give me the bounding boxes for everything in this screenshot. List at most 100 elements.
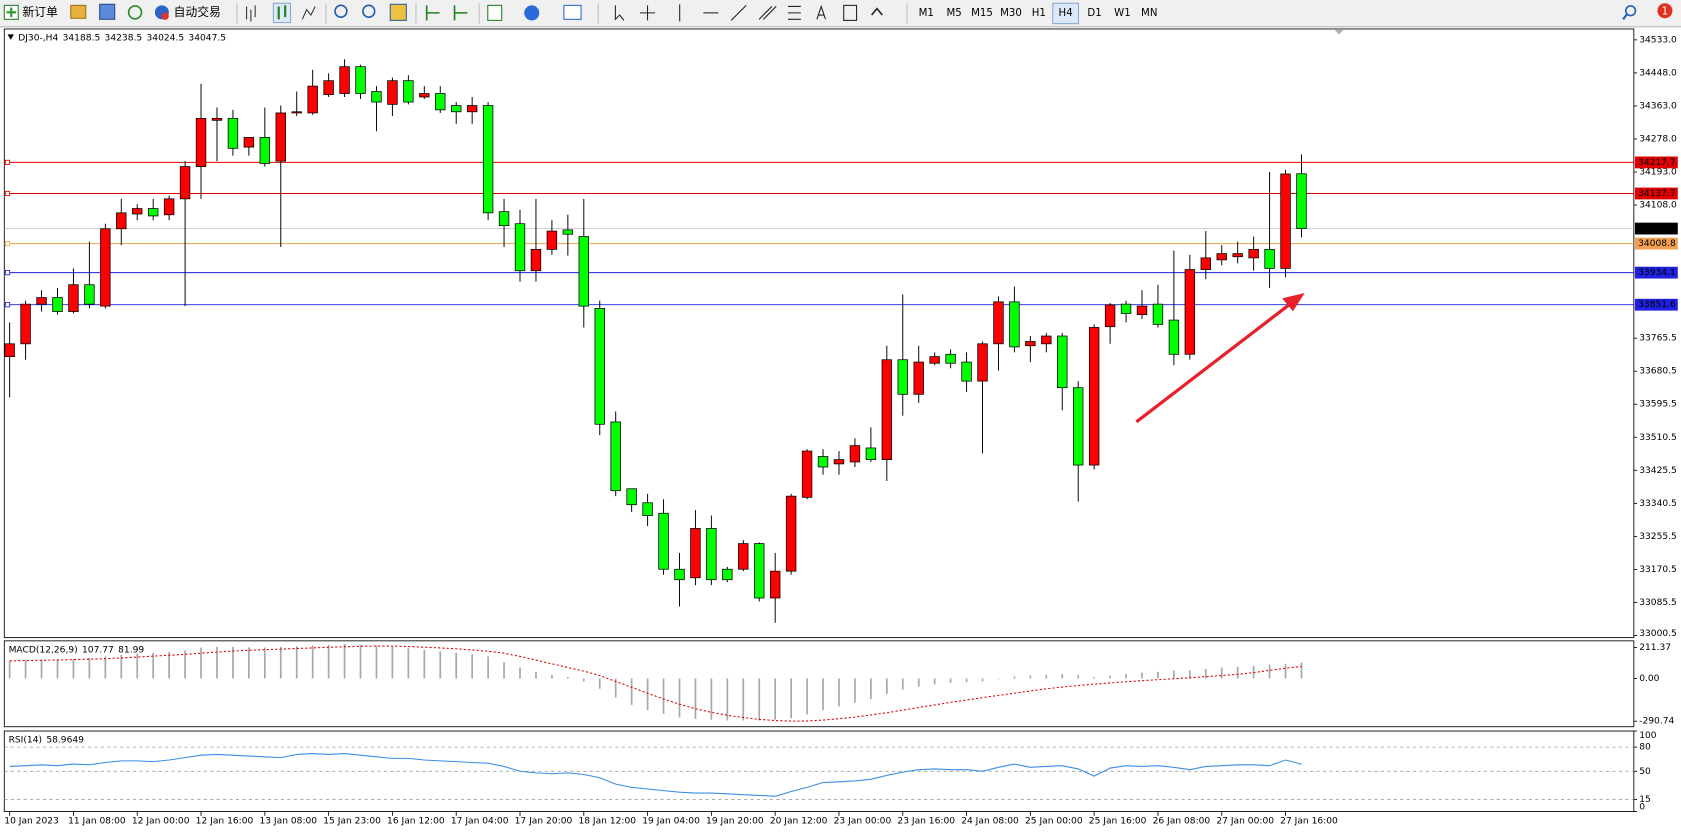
candle-body (897, 359, 908, 395)
fibo-button[interactable] (787, 5, 801, 20)
candle-body (1120, 303, 1132, 314)
candle-body (20, 303, 31, 345)
rsi-line (9, 753, 1302, 797)
candle-body (1152, 303, 1164, 325)
candle-body (610, 421, 621, 492)
zoom-in-button[interactable] (334, 4, 348, 18)
x-tick-label: 16 Jan 12:00 (387, 817, 445, 827)
trendline-button[interactable] (730, 4, 747, 21)
y-tick-label: 34533.0 (1639, 35, 1677, 45)
timeframe-button[interactable]: M5 (947, 8, 962, 19)
indicators-button[interactable] (487, 4, 503, 21)
candle-body (116, 212, 127, 230)
x-tick-label: 23 Jan 16:00 (897, 817, 955, 827)
notification-badge[interactable] (1657, 3, 1673, 19)
candle-body (195, 118, 207, 167)
timeframe-active (1052, 2, 1080, 25)
y-tick-label: 100 (1639, 731, 1657, 741)
price-label: 33851.6 (1638, 300, 1676, 310)
timeframe-button[interactable]: W1 (1114, 8, 1131, 19)
zoom-out-button[interactable] (362, 4, 376, 18)
candle-body (1136, 305, 1148, 316)
candle-body (1248, 248, 1259, 259)
candle-body (1168, 319, 1180, 355)
panel-header: DJ30-,H4 34188.5 34238.5 34024.5 34047.5 (18, 33, 226, 43)
timeframe-button[interactable]: M15 (971, 8, 993, 19)
y-tick-label: 33170.5 (1639, 565, 1677, 575)
header-value: 34047.5 (188, 33, 226, 43)
candle-body (179, 166, 191, 200)
candle-body (371, 91, 382, 103)
data-icon[interactable] (99, 3, 116, 20)
price-line-handle (4, 159, 11, 165)
toolbar-bg (0, 0, 1681, 27)
auto-trading-button[interactable]: 自动交易 (154, 5, 221, 20)
x-tick-label: 13 Jan 08:00 (259, 817, 317, 827)
chart-background (0, 27, 1681, 833)
candle-body (801, 450, 813, 498)
y-tick-label: 34363.0 (1639, 101, 1677, 111)
timeframe-button[interactable]: H1 (1032, 8, 1046, 19)
menu-triangle (7, 34, 14, 40)
y-tick-label: 50 (1639, 767, 1651, 777)
y-tick-label: 80 (1639, 743, 1651, 753)
x-tick-label: 23 Jan 00:00 (834, 817, 892, 827)
crosshair-button[interactable] (640, 5, 656, 21)
y-tick-label: 33595.5 (1639, 400, 1677, 410)
x-tick-label: 18 Jan 12:00 (578, 817, 636, 827)
scroll-button[interactable] (425, 5, 440, 21)
cursor-button[interactable] (614, 5, 625, 21)
text-button[interactable] (816, 4, 826, 20)
candle-body (68, 284, 79, 312)
shift-button[interactable] (453, 5, 468, 21)
timeframe-button[interactable]: M30 (1000, 8, 1022, 19)
y-tick-label: -290.74 (1639, 717, 1674, 727)
arrows-button[interactable] (870, 7, 883, 16)
header-value: 107.77 (82, 645, 114, 655)
arrow-shaft (1135, 301, 1293, 424)
y-tick-label: 34448.0 (1639, 68, 1677, 78)
timeframe-button[interactable]: H4 (1059, 8, 1073, 19)
signal-line (9, 645, 1302, 722)
candle-body (642, 502, 653, 516)
candle-body (945, 353, 956, 364)
candle-body (1184, 269, 1196, 355)
candle-body (546, 230, 558, 250)
y-tick-label: 15 (1639, 795, 1651, 805)
new-order-button[interactable]: 新订单 (3, 4, 58, 20)
candle-body (658, 512, 669, 570)
candle-body (243, 137, 255, 148)
timeframe-button[interactable]: MN (1141, 8, 1157, 19)
candle-body (977, 343, 988, 382)
timeframe-button[interactable]: M1 (919, 8, 934, 19)
periods-button[interactable] (524, 5, 540, 21)
candle-body (100, 228, 111, 307)
search-button[interactable] (1624, 5, 1637, 17)
macd-panel (3, 640, 1635, 728)
candle-body (722, 568, 733, 581)
tile-button[interactable] (389, 3, 407, 21)
candle-chart-button[interactable] (272, 2, 292, 24)
candle-body (865, 447, 877, 460)
y-tick-label: 0.00 (1639, 674, 1659, 684)
channel-button[interactable] (758, 6, 777, 20)
templates-button[interactable] (563, 4, 582, 20)
timeframe-button[interactable]: D1 (1087, 8, 1101, 19)
toolbar: 新订单 自动交易 (0, 0, 1681, 28)
candle-body (738, 543, 749, 570)
bar-chart-button[interactable] (246, 5, 256, 22)
price-label-bg (1634, 187, 1678, 200)
x-tick-label: 27 Jan 16:00 (1280, 817, 1338, 827)
label-button[interactable] (843, 4, 858, 21)
signal-icon[interactable] (127, 5, 143, 20)
candle-body (435, 93, 446, 111)
candle-body (163, 198, 175, 216)
candle-body (1232, 253, 1243, 258)
x-tick-label: 19 Jan 04:00 (642, 817, 700, 827)
line-chart-button[interactable] (301, 6, 316, 20)
gold-icon[interactable] (70, 4, 87, 19)
candle-body (1088, 327, 1100, 466)
indicator-title: DJ30-,H4 (18, 33, 58, 43)
